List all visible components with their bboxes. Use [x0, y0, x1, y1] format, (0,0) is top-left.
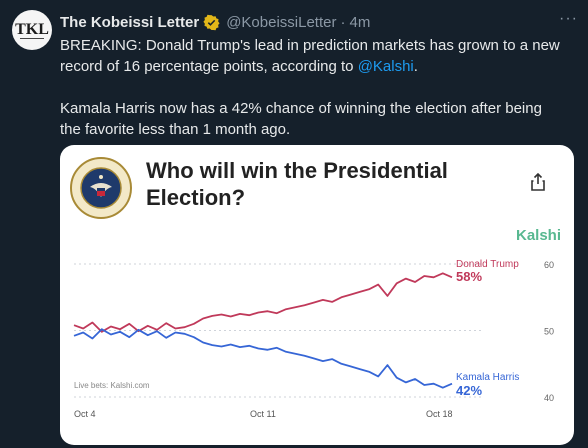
series-line [73, 328, 453, 389]
tweet-text-part: . [413, 58, 418, 75]
author-name[interactable]: The Kobeissi Letter [60, 13, 200, 31]
series-name-label: Donald Trump [456, 259, 519, 270]
mention-link[interactable]: @Kalshi [357, 58, 414, 75]
tweet-text-part: BREAKING: Donald Trump's lead in predict… [60, 37, 560, 75]
share-icon[interactable] [531, 173, 545, 191]
chart-footnote: Live bets: Kalshi.com [74, 381, 150, 390]
presidential-seal-icon [70, 157, 132, 219]
tweet-paragraph-2: Kamala Harris now has a 42% chance of wi… [60, 100, 542, 138]
avatar-underline [20, 38, 44, 39]
media-card[interactable]: Who will win the Presidential Election? … [60, 145, 574, 445]
avatar[interactable]: TKL [12, 10, 52, 50]
tweet-paragraph-1: BREAKING: Donald Trump's lead in predict… [60, 35, 560, 77]
kalshi-logo: Kalshi [516, 227, 562, 244]
separator-dot: · [340, 13, 346, 31]
tweet-header: The Kobeissi Letter @KobeissiLetter · 4m [60, 12, 576, 32]
avatar-logo-text: TKL [15, 21, 49, 38]
more-options-icon[interactable]: ··· [559, 10, 578, 27]
tweet-text: BREAKING: Donald Trump's lead in predict… [60, 35, 560, 140]
x-tick-label: Oct 18 [426, 409, 453, 419]
series-name-label: Kamala Harris [456, 372, 519, 383]
author-handle[interactable]: @KobeissiLetter [226, 13, 337, 31]
x-tick-label: Oct 4 [74, 409, 96, 419]
y-tick-label: 40 [544, 393, 554, 403]
x-tick-label: Oct 11 [250, 409, 276, 419]
series-value-label: 58% [456, 269, 482, 284]
y-tick-label: 50 [544, 327, 554, 337]
series-line [73, 272, 453, 333]
y-tick-label: 60 [544, 260, 554, 270]
series-value-label: 42% [456, 383, 482, 398]
card-title: Who will win the Presidential Election? [146, 158, 448, 210]
tweet-time[interactable]: 4m [349, 13, 371, 31]
verified-badge-icon [203, 14, 220, 31]
